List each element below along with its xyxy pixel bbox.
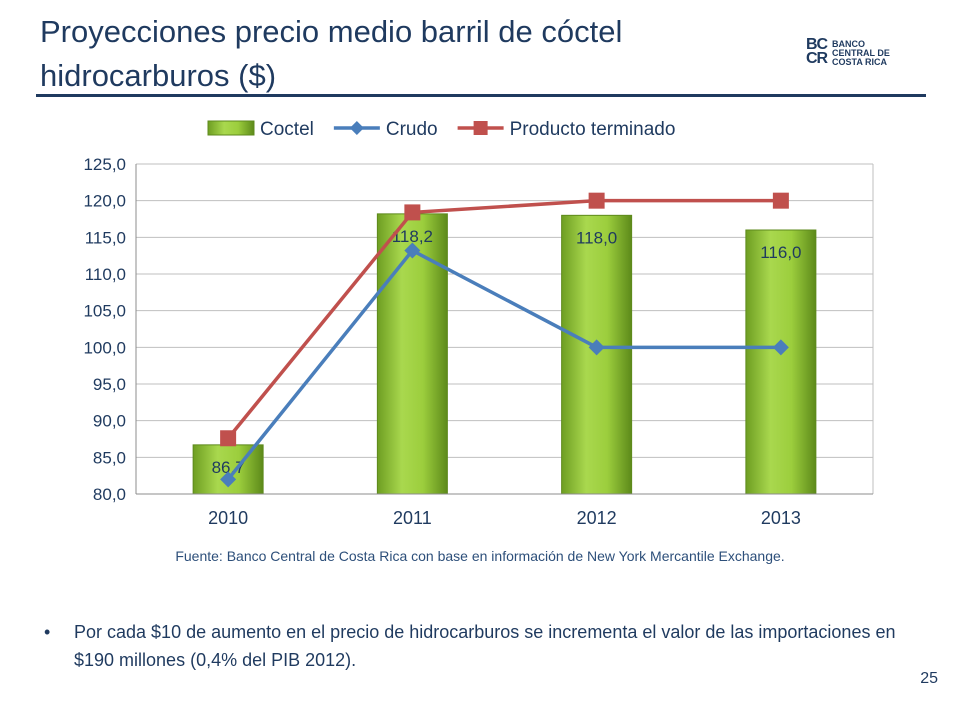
bullet-text: Por cada $10 de aumento en el precio de … [74, 622, 896, 670]
bar-value-label: 116,0 [760, 243, 801, 262]
y-tick-label: 80,0 [93, 485, 126, 504]
bccr-logo: BC CR BANCO CENTRAL DE COSTA RICA [806, 36, 916, 74]
legend-marker-diamond [349, 121, 364, 135]
logo-line-2: CENTRAL DE [832, 48, 890, 58]
x-tick-label: 2010 [208, 508, 248, 528]
y-tick-label: 85,0 [93, 448, 126, 467]
y-axis: 80,0 85,0 90,0 95,0 100,0 105,0 110,0 115,0 120,… [83, 155, 137, 504]
slide-title: Proyecciones precio medio barril de cóct… [40, 14, 623, 93]
source-note: Fuente: Banco Central de Costa Rica con … [175, 548, 785, 564]
line-series [220, 192, 789, 488]
x-axis: 2010 2011 2012 2013 [136, 493, 873, 528]
legend-label: Crudo [386, 119, 438, 140]
legend-label: Coctel [260, 119, 314, 140]
y-tick-label: 105,0 [83, 302, 126, 321]
y-tick-label: 95,0 [93, 375, 126, 394]
chart-legend: Coctel Crudo Producto terminado [207, 119, 676, 140]
x-tick-label: 2013 [761, 508, 801, 528]
marker-crudo [404, 242, 421, 259]
title-divider [36, 94, 926, 97]
y-tick-label: 90,0 [93, 412, 126, 431]
legend-swatch-coctel [207, 120, 255, 136]
marker-producto-terminado [588, 192, 605, 209]
bar-value-label: 86,7 [212, 458, 245, 477]
marker-crudo [588, 339, 605, 356]
logo-mark: BC CR [806, 36, 828, 67]
bar-value-label: 118,0 [576, 228, 617, 247]
line-producto-terminado [226, 198, 781, 440]
logo-line-1: BANCO [832, 39, 865, 49]
legend-marker-square [473, 121, 488, 135]
x-tick-label: 2011 [393, 508, 432, 528]
logo-line-3: COSTA RICA [832, 57, 887, 67]
marker-producto-terminado [220, 430, 237, 447]
y-tick-label: 120,0 [83, 192, 126, 211]
bar-coctel [745, 229, 817, 495]
bullet-marker: • [44, 622, 51, 642]
line-crudo [226, 248, 781, 481]
y-tick-label: 110,0 [85, 265, 126, 284]
bullet-point: • Por cada $10 de aumento en el precio d… [44, 618, 924, 674]
y-tick-label: 100,0 [83, 338, 126, 357]
x-tick-label: 2012 [577, 508, 617, 528]
marker-producto-terminado [772, 192, 789, 209]
bar-series: 86,7 118,2 118,0 116,0 [192, 213, 817, 495]
price-projection-chart: Coctel Crudo Producto terminado 80,0 85,0 90… [83, 119, 874, 528]
legend-label: Producto terminado [510, 119, 676, 140]
bar-value-label: 118,2 [392, 227, 433, 246]
marker-producto-terminado [404, 204, 421, 221]
logo-name: BANCO CENTRAL DE COSTA RICA [832, 40, 890, 67]
y-tick-label: 115,0 [85, 228, 126, 247]
marker-crudo [220, 471, 237, 488]
page-number: 25 [920, 670, 938, 687]
marker-crudo [772, 339, 789, 356]
logo-mark-text: BC CR [806, 36, 828, 67]
y-tick-label: 125,0 [83, 155, 126, 174]
